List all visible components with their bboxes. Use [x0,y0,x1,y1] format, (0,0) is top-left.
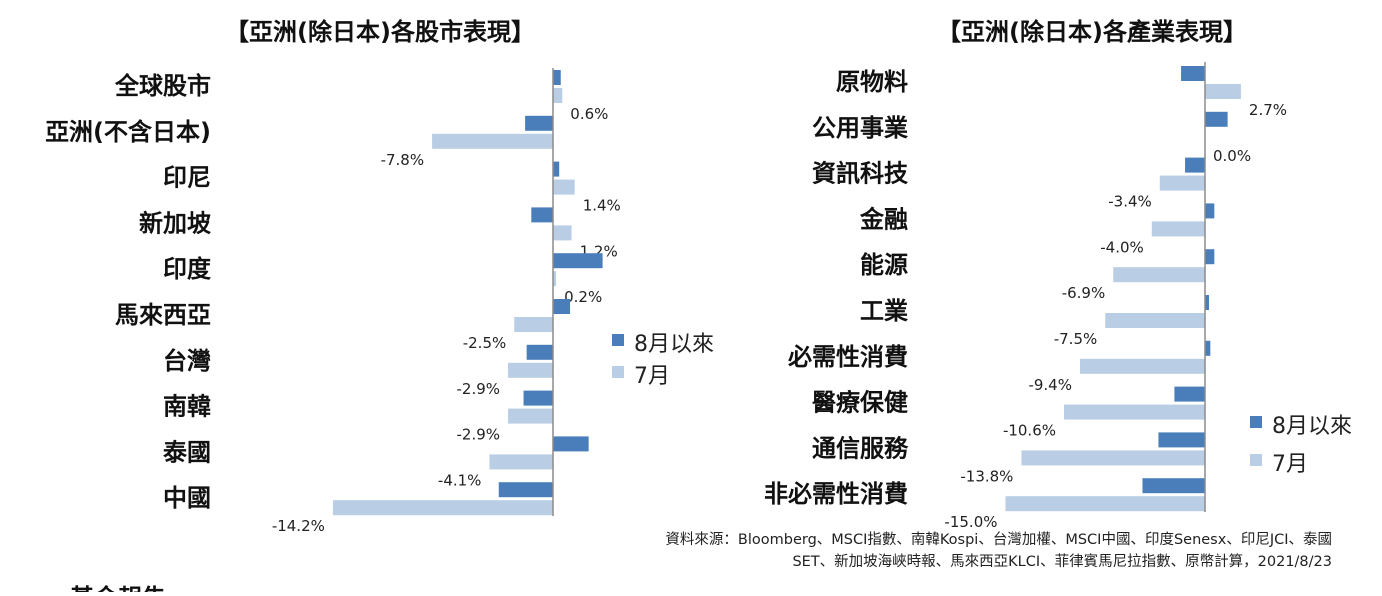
value-label: -2.9% [457,380,501,398]
value-label: -10.6% [1003,422,1056,440]
bar-jul [1006,496,1206,511]
left-chart: 全球股市0.6%亞洲(不含日本)-7.8%印尼1.4%新加坡1.2%印度0.2%… [45,68,714,535]
bar-aug [499,482,553,497]
value-label: -9.4% [1028,376,1072,394]
category-label: 全球股市 [114,72,211,100]
category-label: 通信服務 [812,434,909,462]
bar-jul [553,88,562,103]
bar-aug [1205,249,1214,264]
value-label: -2.9% [457,426,501,444]
bar-aug [553,436,589,451]
bar-aug [525,116,553,131]
category-label: 南韓 [163,393,211,421]
category-label: 原物料 [836,68,908,96]
value-label: -14.2% [272,517,325,535]
category-label: 資訊科技 [812,160,909,188]
value-label: 0.0% [1213,147,1251,165]
category-label: 馬來西亞 [115,301,211,329]
category-label: 非必需性消費 [764,480,908,508]
bar-aug [1142,478,1205,493]
bar-jul [553,225,572,240]
category-label: 印度 [163,255,212,283]
bar-aug [1174,387,1205,402]
right-chart: 原物料 2.7% 公用事業 0.0% 資訊科技 -3.4% 金融 -4.0% 能源 -6.9% 工業… [764,62,1352,531]
right-chart-title: 【亞洲(除日本)各產業表現】 [937,18,1247,46]
bar-jul [1160,176,1205,191]
left-chart-title: 【亞洲(除日本)各股市表現】 [225,18,535,46]
bar-aug [1205,203,1214,218]
legend-swatch [1250,416,1262,428]
category-label: 公用事業 [812,114,908,142]
bar-aug [553,70,561,85]
legend-label: 8月以來 [634,332,714,357]
value-label: -15.0% [944,513,997,531]
bar-jul [1021,450,1205,465]
value-label: -13.8% [960,467,1013,485]
value-label: -2.5% [463,334,507,352]
category-label: 醫療保健 [812,389,908,417]
category-label: 台灣 [163,347,211,375]
footer-heading-partial: 基金報告 [70,584,166,592]
bar-jul [553,180,575,195]
bar-jul [432,134,553,149]
source-note-line-1: 資料來源：Bloomberg、MSCI指數、南韓Kospi、台灣加權、MSCI中… [665,531,1332,548]
bar-aug [553,253,603,268]
category-label: 金融 [859,205,908,233]
legend-swatch [1250,454,1262,466]
bar-aug [553,299,570,314]
bar-jul [1105,313,1205,328]
value-label: -4.1% [438,471,482,489]
bar-aug [1181,66,1205,81]
value-label: 2.7% [1249,101,1287,119]
bar-jul [1064,405,1205,420]
bar-jul [1152,221,1205,236]
bar-aug [527,345,553,360]
bar-aug [553,162,559,177]
bar-jul [508,363,553,378]
bar-aug [1185,158,1205,173]
category-label: 工業 [860,297,908,325]
bar-jul [489,454,553,469]
legend-label: 7月 [1272,452,1308,477]
category-label: 中國 [163,484,211,512]
legend-label: 7月 [634,364,670,389]
category-label: 能源 [860,251,908,279]
category-label: 印尼 [163,164,211,192]
legend-swatch [612,366,624,378]
category-label: 亞洲(不含日本) [45,118,211,146]
category-label: 泰國 [163,438,211,466]
value-label: -3.4% [1108,193,1152,211]
bar-jul [514,317,553,332]
bar-jul [333,500,553,515]
bar-aug [1205,341,1210,356]
bar-jul [1113,267,1205,282]
bar-aug [1205,112,1228,127]
bar-jul [508,409,553,424]
value-label: -4.0% [1100,238,1144,256]
category-label: 新加坡 [139,209,211,237]
bar-jul [1205,84,1241,99]
legend-label: 8月以來 [1272,414,1352,439]
category-label: 必需性消費 [788,343,908,371]
legend-swatch [612,334,624,346]
bar-jul [1080,359,1205,374]
source-note-line-2: SET、新加坡海峽時報、馬來西亞KLCI、菲律賓馬尼拉指數、原幣計算，2021/… [792,552,1332,570]
value-label: -6.9% [1062,284,1106,302]
value-label: 1.4% [583,197,621,215]
value-label: -7.5% [1054,330,1098,348]
value-label: 0.6% [570,105,608,123]
bar-aug [531,207,553,222]
value-label: -7.8% [381,151,425,169]
bar-aug [1158,432,1205,447]
bar-aug [524,391,553,406]
